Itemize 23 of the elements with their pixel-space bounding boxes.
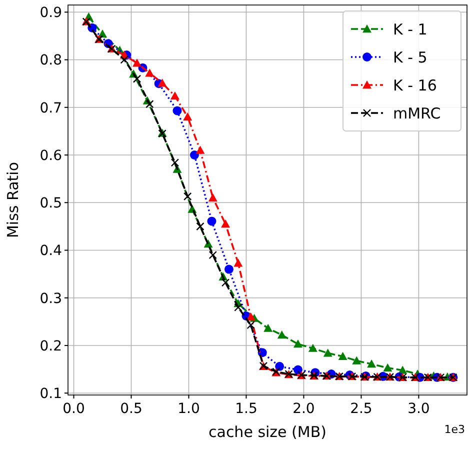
x-tick-label: 1.5 xyxy=(235,401,258,417)
y-tick-label: 0.3 xyxy=(40,290,62,307)
y-tick-label: 0.4 xyxy=(40,243,62,260)
y-tick-label: 0.2 xyxy=(40,338,62,354)
y-tick-label: 0.5 xyxy=(40,196,62,212)
legend-label: K - 1 xyxy=(393,20,428,38)
text: 1e3 xyxy=(444,423,465,436)
legend-label: K - 5 xyxy=(393,48,428,66)
x-tick-label: 0.0 xyxy=(62,401,85,417)
x-tick-label: 2.5 xyxy=(350,401,372,417)
y-tick-label: 0.8 xyxy=(40,52,62,69)
x-tick-label: 1.0 xyxy=(178,401,200,417)
y-tick-label: 0.9 xyxy=(40,5,62,22)
x-tick-label: 3.0 xyxy=(408,401,430,417)
legend-label: K - 16 xyxy=(393,76,437,94)
legend-label: mMRC xyxy=(393,104,441,122)
y-axis-title: Miss Ratio xyxy=(4,162,22,238)
y-tick-label: 0.7 xyxy=(40,100,62,116)
x-tick-label: 2.0 xyxy=(292,401,315,417)
y-tick-label: 0.1 xyxy=(40,386,62,402)
x-tick-label: 0.5 xyxy=(120,401,142,417)
x-axis-title: cache size (MB) xyxy=(208,423,326,441)
y-tick-label: 0.6 xyxy=(40,148,62,164)
